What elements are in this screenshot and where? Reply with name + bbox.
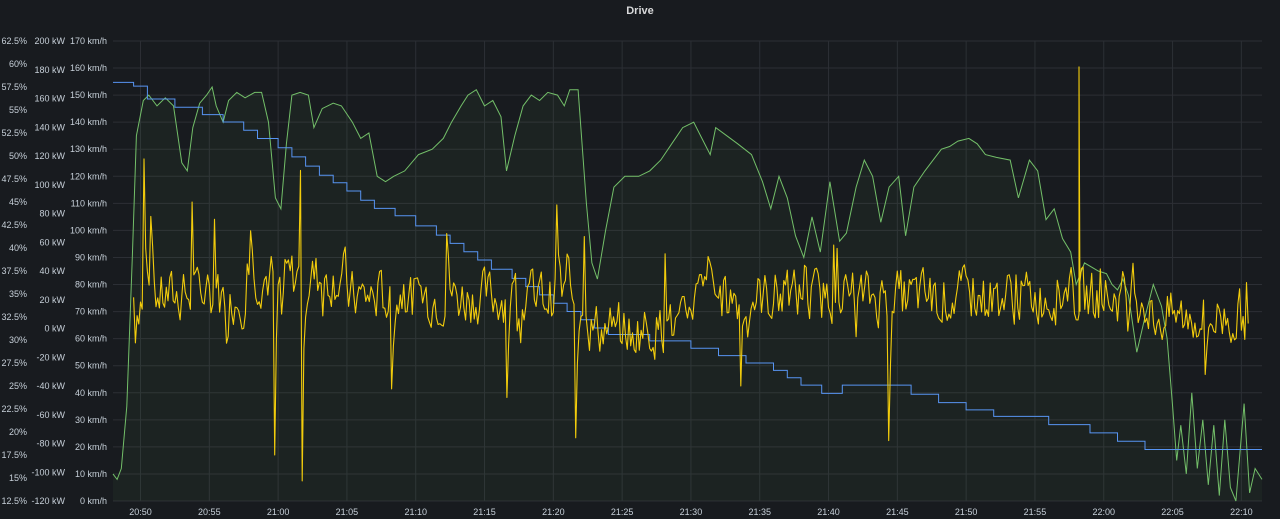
- time-tick-label: 21:45: [886, 507, 909, 517]
- battery_percent-tick-label: 55%: [9, 105, 27, 115]
- time-tick-label: 21:40: [817, 507, 840, 517]
- battery_percent-tick-label: 32.5%: [1, 312, 27, 322]
- speed-tick-label: 10 km/h: [75, 469, 107, 479]
- time-axis: 20:50 20:55 21:00 21:05 21:10 21:15 21:20 21:25…: [129, 507, 1252, 517]
- battery_percent-tick-label: 60%: [9, 59, 27, 69]
- time-tick-label: 21:00: [267, 507, 290, 517]
- power-tick-label: -20 kW: [36, 352, 65, 362]
- plot-area: [112, 66, 1263, 502]
- power-tick-label: -120 kW: [31, 496, 65, 506]
- time-tick-label: 21:10: [404, 507, 427, 517]
- power-tick-label: 0 kW: [44, 324, 65, 334]
- speed-tick-label: 70 km/h: [75, 307, 107, 317]
- battery_percent-tick-label: 62.5%: [1, 36, 27, 46]
- power-tick-label: 40 kW: [39, 266, 65, 276]
- time-tick-label: 21:15: [473, 507, 496, 517]
- time-tick-label: 20:55: [198, 507, 221, 517]
- power-tick-label: 80 kW: [39, 209, 65, 219]
- battery_percent-tick-label: 40%: [9, 243, 27, 253]
- battery_percent-tick-label: 37.5%: [1, 266, 27, 276]
- time-tick-label: 20:50: [129, 507, 152, 517]
- power-axis: 200 kW 180 kW 160 kW 140 kW 120 kW 100 kW 80 k…: [31, 36, 65, 506]
- battery-percent-axis: 62.5% 60% 57.5% 55% 52.5% 50% 47.5% 45% 42.5% 40%…: [1, 36, 27, 506]
- speed-tick-label: 100 km/h: [70, 225, 107, 235]
- power-tick-label: 140 kW: [34, 122, 65, 132]
- power-tick-label: -40 kW: [36, 381, 65, 391]
- power-tick-label: 180 kW: [34, 65, 65, 75]
- battery_percent-tick-label: 47.5%: [1, 174, 27, 184]
- battery-level-line: [113, 81, 1262, 450]
- battery_percent-tick-label: 52.5%: [1, 128, 27, 138]
- time-tick-label: 21:50: [955, 507, 978, 517]
- speed-tick-label: 120 km/h: [70, 171, 107, 181]
- speed-tick-label: 150 km/h: [70, 90, 107, 100]
- power-line: [133, 66, 1249, 482]
- speed-tick-label: 0 km/h: [80, 496, 107, 506]
- time-tick-label: 21:20: [542, 507, 565, 517]
- power-tick-label: 160 kW: [34, 94, 65, 104]
- battery_percent-tick-label: 50%: [9, 151, 27, 161]
- power-tick-label: 200 kW: [34, 36, 65, 46]
- battery_percent-tick-label: 25%: [9, 381, 27, 391]
- battery_percent-tick-label: 20%: [9, 427, 27, 437]
- battery_percent-tick-label: 30%: [9, 335, 27, 345]
- speed-tick-label: 20 km/h: [75, 442, 107, 452]
- speed-tick-label: 90 km/h: [75, 252, 107, 262]
- power-tick-label: 20 kW: [39, 295, 65, 305]
- speed-tick-label: 170 km/h: [70, 36, 107, 46]
- power-tick-label: -80 kW: [36, 439, 65, 449]
- time-tick-label: 22:00: [1092, 507, 1115, 517]
- speed-tick-label: 30 km/h: [75, 415, 107, 425]
- grid-lines: [113, 40, 1262, 502]
- speed-tick-label: 60 km/h: [75, 334, 107, 344]
- battery_percent-tick-label: 42.5%: [1, 220, 27, 230]
- power-tick-label: -60 kW: [36, 410, 65, 420]
- battery_percent-tick-label: 57.5%: [1, 82, 27, 92]
- speed-area: [113, 87, 1262, 501]
- speed-tick-label: 140 km/h: [70, 117, 107, 127]
- time-tick-label: 21:35: [748, 507, 771, 517]
- speed-line: [112, 85, 1263, 502]
- battery_percent-tick-label: 35%: [9, 289, 27, 299]
- speed-tick-label: 50 km/h: [75, 361, 107, 371]
- battery_percent-tick-label: 12.5%: [1, 496, 27, 506]
- speed-tick-label: 40 km/h: [75, 388, 107, 398]
- power-tick-label: -100 kW: [31, 467, 65, 477]
- speed-tick-label: 160 km/h: [70, 63, 107, 73]
- speed-tick-label: 130 km/h: [70, 144, 107, 154]
- time-tick-label: 21:55: [1024, 507, 1047, 517]
- time-tick-label: 22:10: [1230, 507, 1253, 517]
- speed-tick-label: 110 km/h: [71, 198, 107, 208]
- speed-axis: 170 km/h 160 km/h 150 km/h 140 km/h 130 km/h…: [70, 36, 107, 506]
- battery_percent-tick-label: 22.5%: [1, 404, 27, 414]
- battery_percent-tick-label: 45%: [9, 197, 27, 207]
- power-tick-label: 60 kW: [39, 237, 65, 247]
- battery_percent-tick-label: 17.5%: [1, 450, 27, 460]
- battery_percent-tick-label: 27.5%: [1, 358, 27, 368]
- power-tick-label: 120 kW: [34, 151, 65, 161]
- time-tick-label: 21:25: [611, 507, 634, 517]
- time-tick-label: 21:05: [336, 507, 359, 517]
- battery_percent-tick-label: 15%: [9, 473, 27, 483]
- panel-title: Drive: [626, 5, 654, 17]
- power-tick-label: 100 kW: [34, 180, 65, 190]
- time-tick-label: 22:05: [1161, 507, 1184, 517]
- time-tick-label: 21:30: [680, 507, 703, 517]
- speed-tick-label: 80 km/h: [75, 280, 107, 290]
